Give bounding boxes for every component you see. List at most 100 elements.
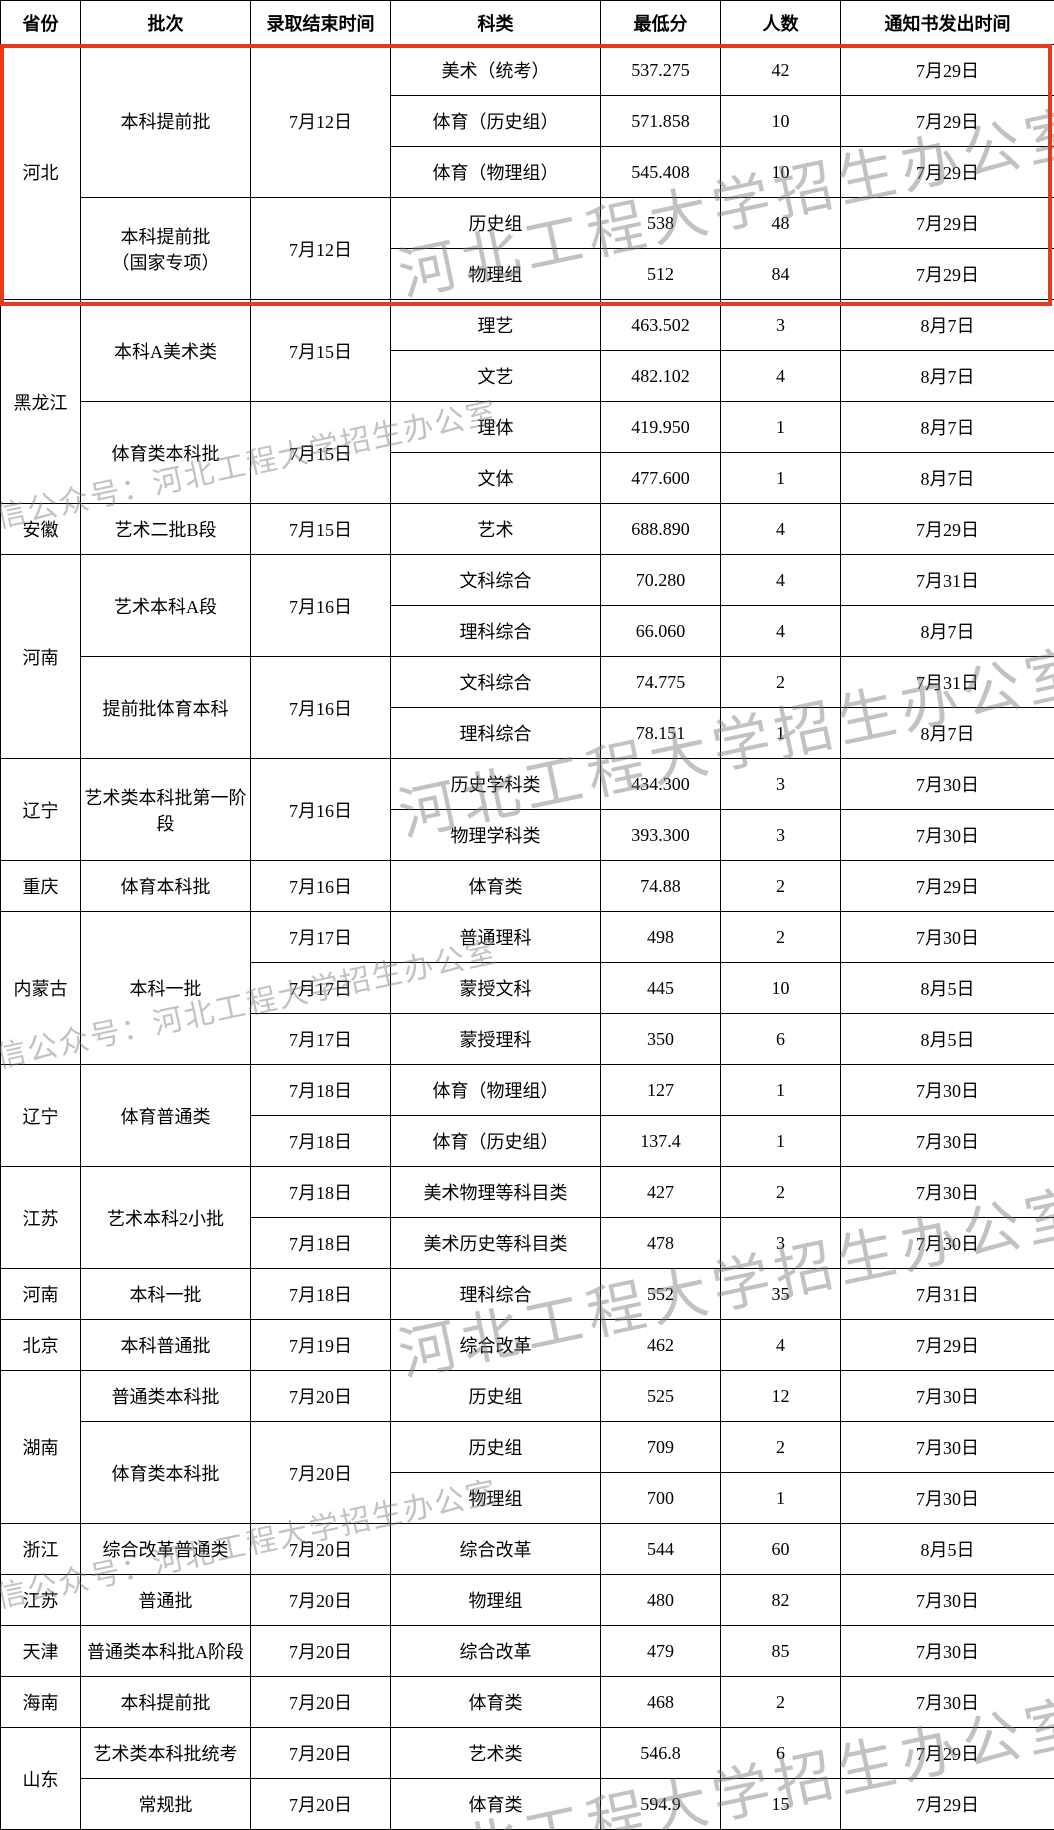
table-row: 河南艺术本科A段7月16日文科综合70.28047月31日: [1, 555, 1054, 606]
cell-category: 艺术: [391, 504, 601, 555]
cell-count: 2: [721, 1422, 841, 1473]
table-body: 河北本科提前批7月12日美术（统考）537.275427月29日体育（历史组）5…: [1, 45, 1054, 1830]
cell-batch: 常规批: [81, 1779, 251, 1830]
cell-batch: 提前批体育本科: [81, 657, 251, 759]
cell-end-time: 7月20日: [251, 1677, 391, 1728]
cell-province: 北京: [1, 1320, 81, 1371]
cell-count: 2: [721, 861, 841, 912]
cell-category: 综合改革: [391, 1320, 601, 1371]
cell-count: 10: [721, 963, 841, 1014]
cell-category: 物理组: [391, 1575, 601, 1626]
cell-batch: 艺术类本科批第一阶段: [81, 759, 251, 861]
cell-notice-date: 8月7日: [841, 708, 1054, 759]
cell-notice-date: 7月30日: [841, 810, 1054, 861]
cell-end-time: 7月20日: [251, 1626, 391, 1677]
cell-count: 6: [721, 1728, 841, 1779]
cell-batch: 本科提前批: [81, 45, 251, 198]
cell-end-time: 7月20日: [251, 1575, 391, 1626]
cell-province: 河北: [1, 45, 81, 300]
cell-count: 15: [721, 1779, 841, 1830]
cell-notice-date: 7月30日: [841, 1473, 1054, 1524]
cell-min-score: 538: [601, 198, 721, 249]
cell-min-score: 74.88: [601, 861, 721, 912]
cell-notice-date: 7月29日: [841, 1728, 1054, 1779]
cell-batch: 普通批: [81, 1575, 251, 1626]
table-row: 本科提前批（国家专项）7月12日历史组538487月29日: [1, 198, 1054, 249]
admission-table: 省份 批次 录取结束时间 科类 最低分 人数 通知书发出时间 河北本科提前批7月…: [0, 0, 1054, 1830]
cell-province: 江苏: [1, 1167, 81, 1269]
cell-notice-date: 8月7日: [841, 453, 1054, 504]
cell-min-score: 66.060: [601, 606, 721, 657]
cell-category: 物理组: [391, 1473, 601, 1524]
cell-min-score: 70.280: [601, 555, 721, 606]
header-province: 省份: [1, 1, 81, 45]
cell-category: 普通理科: [391, 912, 601, 963]
cell-end-time: 7月20日: [251, 1371, 391, 1422]
cell-min-score: 482.102: [601, 351, 721, 402]
cell-notice-date: 7月30日: [841, 912, 1054, 963]
cell-min-score: 78.151: [601, 708, 721, 759]
cell-min-score: 350: [601, 1014, 721, 1065]
table-row: 浙江综合改革普通类7月20日综合改革544608月5日: [1, 1524, 1054, 1575]
table-row: 河南本科一批7月18日理科综合552357月31日: [1, 1269, 1054, 1320]
cell-category: 历史组: [391, 198, 601, 249]
cell-end-time: 7月20日: [251, 1779, 391, 1830]
cell-province: 江苏: [1, 1575, 81, 1626]
table-row: 山东艺术类本科批统考7月20日艺术类546.867月29日: [1, 1728, 1054, 1779]
table-row: 辽宁体育普通类7月18日体育（物理组）12717月30日: [1, 1065, 1054, 1116]
cell-min-score: 525: [601, 1371, 721, 1422]
cell-province: 海南: [1, 1677, 81, 1728]
cell-min-score: 545.408: [601, 147, 721, 198]
cell-category: 文体: [391, 453, 601, 504]
cell-notice-date: 8月7日: [841, 300, 1054, 351]
cell-count: 3: [721, 810, 841, 861]
cell-notice-date: 7月30日: [841, 1626, 1054, 1677]
cell-end-time: 7月19日: [251, 1320, 391, 1371]
cell-category: 历史组: [391, 1422, 601, 1473]
cell-notice-date: 7月30日: [841, 759, 1054, 810]
cell-end-time: 7月12日: [251, 198, 391, 300]
cell-min-score: 74.775: [601, 657, 721, 708]
cell-end-time: 7月18日: [251, 1167, 391, 1218]
cell-min-score: 546.8: [601, 1728, 721, 1779]
cell-notice-date: 7月30日: [841, 1065, 1054, 1116]
cell-province: 河南: [1, 555, 81, 759]
cell-notice-date: 7月30日: [841, 1116, 1054, 1167]
cell-count: 3: [721, 1218, 841, 1269]
cell-min-score: 462: [601, 1320, 721, 1371]
cell-count: 1: [721, 402, 841, 453]
cell-notice-date: 7月31日: [841, 1269, 1054, 1320]
cell-end-time: 7月20日: [251, 1728, 391, 1779]
cell-min-score: 478: [601, 1218, 721, 1269]
cell-end-time: 7月12日: [251, 45, 391, 198]
cell-category: 蒙授文科: [391, 963, 601, 1014]
cell-notice-date: 8月5日: [841, 1524, 1054, 1575]
cell-notice-date: 7月29日: [841, 147, 1054, 198]
cell-notice-date: 7月30日: [841, 1677, 1054, 1728]
cell-batch: 艺术本科A段: [81, 555, 251, 657]
cell-notice-date: 8月7日: [841, 402, 1054, 453]
cell-end-time: 7月17日: [251, 1014, 391, 1065]
cell-category: 综合改革: [391, 1626, 601, 1677]
cell-category: 文科综合: [391, 555, 601, 606]
cell-category: 物理学科类: [391, 810, 601, 861]
cell-province: 黑龙江: [1, 300, 81, 504]
cell-min-score: 709: [601, 1422, 721, 1473]
cell-notice-date: 7月29日: [841, 198, 1054, 249]
cell-category: 体育类: [391, 861, 601, 912]
cell-min-score: 552: [601, 1269, 721, 1320]
table-row: 湖南普通类本科批7月20日历史组525127月30日: [1, 1371, 1054, 1422]
cell-batch: 本科普通批: [81, 1320, 251, 1371]
cell-end-time: 7月20日: [251, 1422, 391, 1524]
table-row: 天津普通类本科批A阶段7月20日综合改革479857月30日: [1, 1626, 1054, 1677]
cell-end-time: 7月18日: [251, 1269, 391, 1320]
cell-count: 1: [721, 1116, 841, 1167]
cell-batch: 本科A美术类: [81, 300, 251, 402]
cell-notice-date: 7月29日: [841, 249, 1054, 300]
cell-category: 体育类: [391, 1677, 601, 1728]
cell-category: 美术物理等科目类: [391, 1167, 601, 1218]
cell-min-score: 463.502: [601, 300, 721, 351]
cell-min-score: 498: [601, 912, 721, 963]
table-row: 内蒙古本科一批7月17日普通理科49827月30日: [1, 912, 1054, 963]
cell-notice-date: 7月30日: [841, 1575, 1054, 1626]
